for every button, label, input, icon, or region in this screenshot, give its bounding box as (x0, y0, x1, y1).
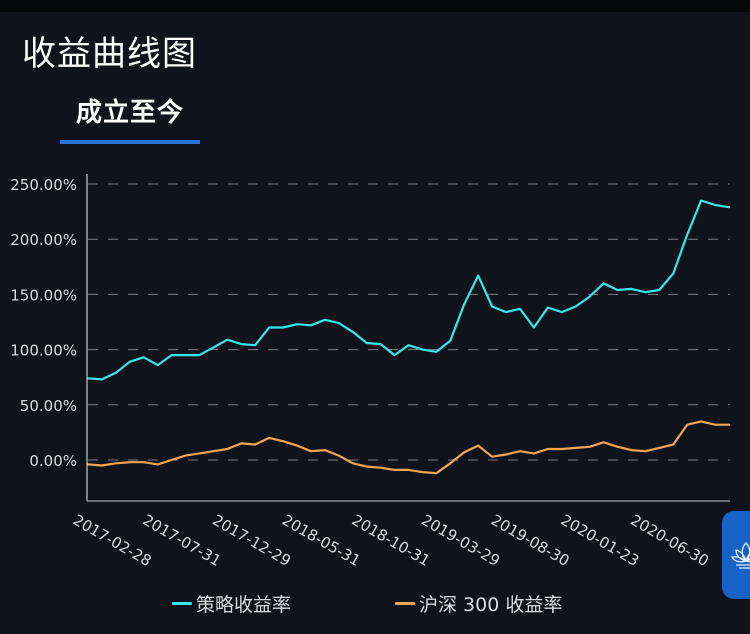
x-axis-tick-label: 2020-01-23 (558, 511, 643, 570)
x-axis-tick-label: 2020-06-30 (627, 511, 712, 570)
y-axis-tick-label: 0.00% (29, 452, 77, 470)
y-axis-tick-label: 150.00% (10, 286, 77, 304)
x-axis-tick-label: 2018-05-31 (279, 511, 364, 570)
x-axis-tick-label: 2019-08-30 (488, 511, 573, 570)
x-axis-tick-label: 2018-10-31 (349, 511, 434, 570)
y-axis-tick-label: 50.00% (20, 397, 77, 415)
page-title: 收益曲线图 (22, 34, 197, 74)
legend-label-strategy: 策略收益率 (196, 594, 292, 616)
y-axis-tick-label: 200.00% (10, 231, 77, 249)
tab-label: 成立至今 (75, 98, 184, 128)
status-bar (0, 0, 750, 12)
benchmark-swatch-icon (395, 602, 415, 605)
strategy-return-line (86, 199, 731, 381)
benchmark-return-line (86, 420, 731, 475)
chart-canvas: 0.00% 50.00% 100.00% 150.00% 200.00% 250.00% 2… (10, 174, 731, 570)
y-axis-tick-label: 250.00% (10, 176, 77, 194)
tab-active-indicator (60, 140, 200, 144)
return-curve-chart[interactable]: 0.00% 50.00% 100.00% 150.00% 200.00% 250.00% 2… (0, 160, 750, 600)
floating-action-button[interactable] (722, 511, 750, 599)
lotus-icon (731, 542, 750, 569)
legend-item-strategy[interactable]: 策略收益率 (172, 590, 291, 617)
strategy-swatch-icon (172, 602, 192, 605)
x-axis-tick-label: 2017-02-28 (70, 511, 155, 570)
y-axis-tick-label: 100.00% (10, 342, 77, 360)
chart-legend: 策略收益率 沪深 300 收益率 (0, 590, 750, 618)
x-axis-tick-label: 2019-03-29 (418, 511, 503, 570)
x-axis-tick-label: 2017-12-29 (209, 511, 294, 570)
legend-item-benchmark[interactable]: 沪深 300 收益率 (395, 590, 562, 617)
legend-label-benchmark: 沪深 300 收益率 (419, 594, 563, 616)
tab-since-inception[interactable]: 成立至今 (60, 92, 200, 146)
x-axis-tick-label: 2017-07-31 (140, 511, 225, 570)
